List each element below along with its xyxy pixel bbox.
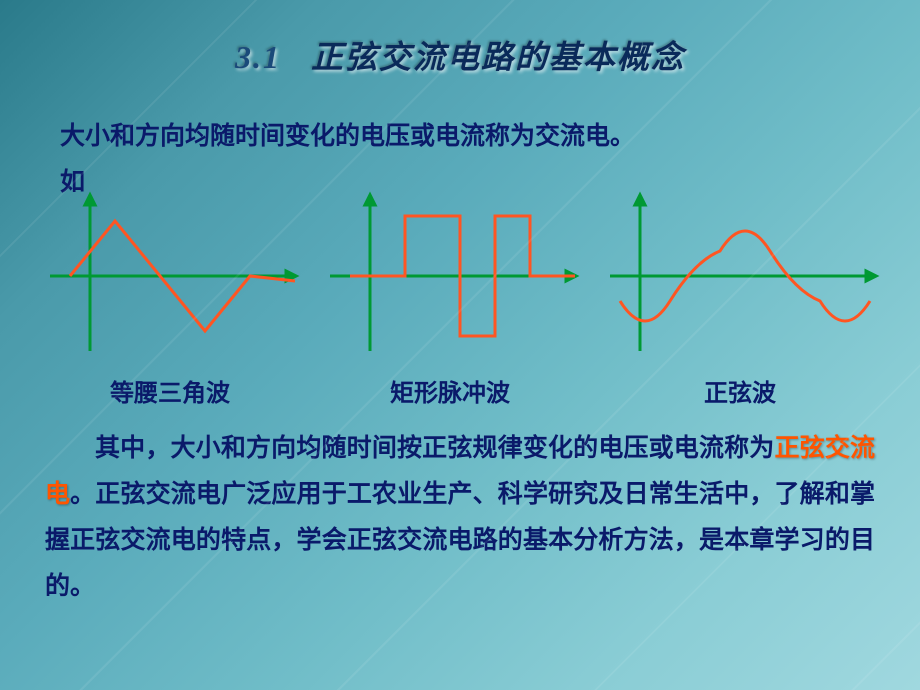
title-number: 3.1 <box>235 39 281 75</box>
triangle-wave-chart: 等腰三角波 <box>40 191 300 408</box>
square-wave-svg <box>320 191 580 361</box>
sine-wave-label: 正弦波 <box>704 373 776 408</box>
triangle-wave-svg <box>40 191 300 361</box>
body-part1: 其中，大小和方向均随时间按正弦规律变化的电压或电流称为 <box>95 435 774 462</box>
sine-wave-svg <box>600 191 880 361</box>
triangle-wave-label: 等腰三角波 <box>110 373 230 408</box>
title-text: 正弦交流电路的基本概念 <box>311 39 685 75</box>
sine-wave-chart: 正弦波 <box>600 191 880 408</box>
page-title: 3.1 正弦交流电路的基本概念 <box>0 0 920 78</box>
square-wave-chart: 矩形脉冲波 <box>320 191 580 408</box>
charts-row: 等腰三角波 矩形脉冲波 正弦波 <box>30 208 890 408</box>
body-part2: 。正弦交流电广泛应用于工农业生产、科学研究及日常生活中，了解和掌握正弦交流电的特… <box>45 481 875 601</box>
square-wave-label: 矩形脉冲波 <box>390 373 510 408</box>
intro-line-1: 大小和方向均随时间变化的电压或电流称为交流电。 <box>60 118 880 156</box>
body-paragraph: 其中，大小和方向均随时间按正弦规律变化的电压或电流称为正弦交流电。正弦交流电广泛… <box>45 426 875 611</box>
